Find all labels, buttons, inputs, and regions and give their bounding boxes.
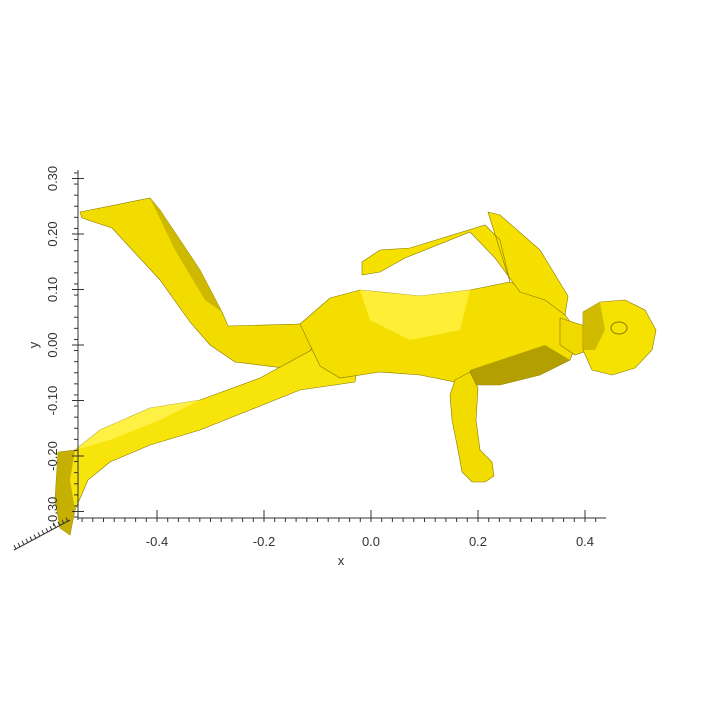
z-tick (45, 527, 49, 533)
z-tick (53, 523, 57, 529)
z-tick (21, 540, 25, 546)
y-axis-label: y (26, 341, 41, 348)
y-tick-label: 0.00 (45, 332, 60, 357)
raised-arm (361, 211, 569, 316)
mesh-figure (54, 197, 657, 536)
z-tick (29, 536, 33, 541)
torso-shade (470, 345, 570, 385)
x-tick-label: -0.4 (146, 534, 168, 549)
axes: -0.30 -0.20 -0.10 0.00 0.10 0.20 0.30 -0.4 -0.2… (13, 166, 606, 568)
x-ticks: -0.4 -0.2 0.0 0.2 0.4 (81, 510, 597, 549)
z-tick (37, 532, 41, 537)
z-tick (25, 538, 29, 543)
x-tick-label: 0.2 (469, 534, 487, 549)
z-tick (49, 525, 53, 531)
foot-shade (55, 450, 75, 535)
z-tick (33, 534, 37, 539)
front-leg-shade (75, 400, 200, 450)
head-shade (583, 302, 605, 350)
ear (610, 321, 628, 335)
x-tick-label: 0.4 (576, 534, 594, 549)
y-tick-label: -0.10 (45, 386, 60, 416)
y-tick-label: 0.20 (45, 221, 60, 246)
y-tick-label: -0.30 (45, 497, 60, 527)
z-tick (17, 542, 21, 548)
x-tick-label: 0.0 (362, 534, 380, 549)
y-tick-label: -0.20 (45, 441, 60, 471)
y-tick-label: 0.10 (45, 277, 60, 302)
z-tick (57, 521, 61, 527)
x-tick-label: -0.2 (253, 534, 275, 549)
z-axis-remnant (13, 517, 71, 551)
y-ticks: -0.30 -0.20 -0.10 0.00 0.10 0.20 0.30 (45, 166, 84, 526)
torso-highlight (360, 290, 470, 340)
z-tick (13, 544, 17, 550)
z-tick (61, 519, 65, 525)
lower-arm (449, 371, 495, 483)
z-tick (41, 530, 45, 535)
back-leg-shade (150, 198, 222, 312)
y-tick-label: 0.30 (45, 166, 60, 191)
z-tick (65, 517, 69, 522)
x-axis-label: x (338, 553, 345, 568)
